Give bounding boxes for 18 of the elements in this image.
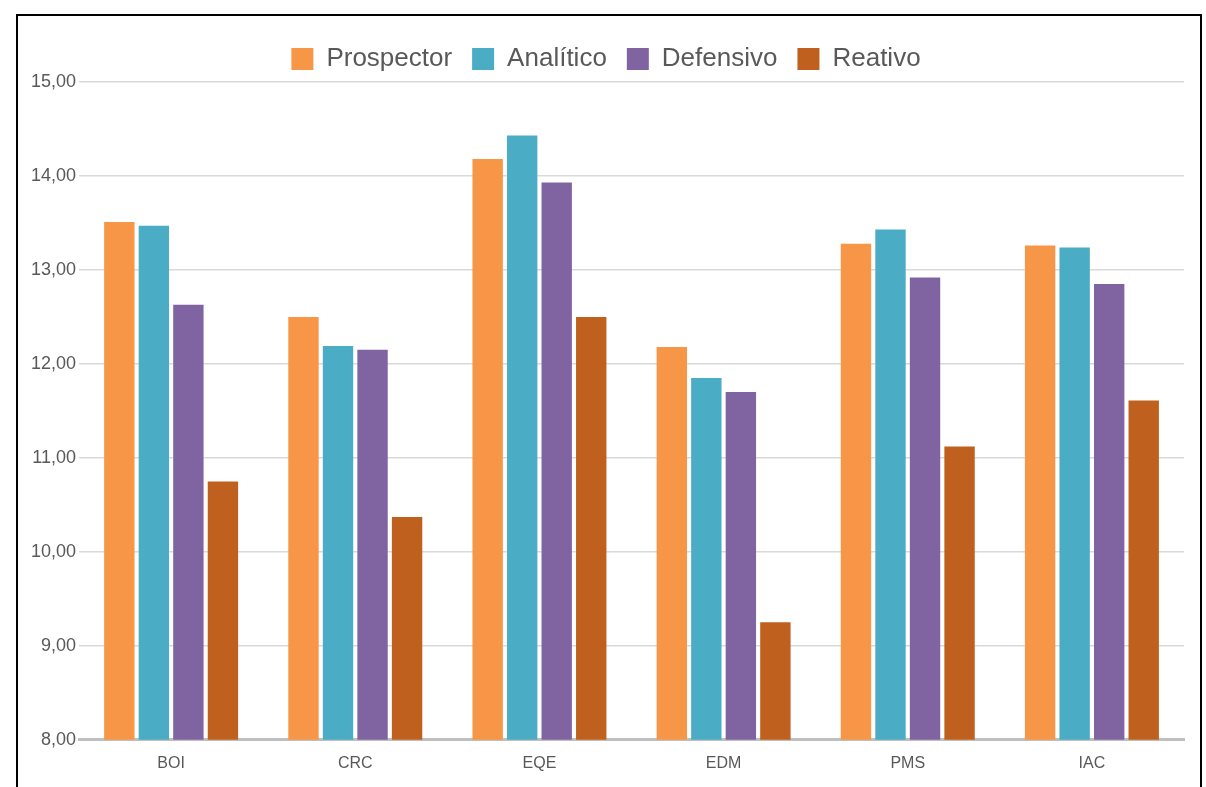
x-tick-label: PMS — [890, 753, 926, 771]
x-tick-label: BOI — [157, 753, 185, 771]
y-tick-label: 14,00 — [31, 164, 77, 185]
y-tick-label: 10,00 — [31, 540, 77, 561]
y-tick-label: 15,00 — [31, 70, 77, 91]
x-tick-label: CRC — [337, 753, 373, 771]
y-tick-label: 8,00 — [41, 728, 77, 749]
legend-label: Prospector — [326, 42, 453, 73]
legend-label: Analítico — [507, 42, 607, 73]
y-tick-label: 13,00 — [31, 258, 77, 279]
y-tick-label: 11,00 — [32, 446, 77, 467]
y-tick-label: 12,00 — [31, 352, 77, 373]
x-tick-label: EDM — [705, 753, 742, 771]
x-tick-label: EQE — [522, 753, 557, 771]
y-tick-label: 9,00 — [41, 634, 77, 655]
legend-label: Reativo — [832, 42, 921, 73]
legend-label: Defensivo — [661, 42, 778, 73]
x-tick-label: IAC — [1078, 753, 1106, 771]
